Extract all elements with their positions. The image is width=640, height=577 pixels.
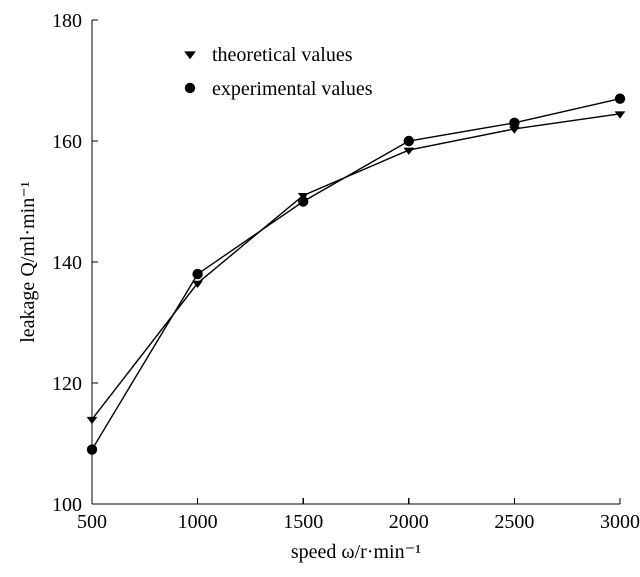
y-tick-label: 180	[52, 10, 82, 32]
legend-marker	[184, 51, 196, 59]
x-tick-label: 2500	[494, 511, 534, 533]
chart-svg: 50010001500200025003000speed ω/r·min⁻¹10…	[0, 0, 640, 577]
y-axis-label: leakage Q/ml·min⁻¹	[17, 181, 39, 343]
x-tick-label: 1000	[178, 511, 218, 533]
experimental-marker	[87, 444, 97, 454]
y-tick-label: 160	[52, 131, 82, 153]
theoretical-marker	[87, 417, 98, 424]
experimental-marker	[509, 118, 519, 128]
experimental-marker	[615, 93, 625, 103]
y-tick-label: 140	[52, 252, 82, 274]
x-axis-label: speed ω/r·min⁻¹	[291, 541, 421, 563]
leakage-vs-speed-chart: 50010001500200025003000speed ω/r·min⁻¹10…	[0, 0, 640, 577]
experimental-marker	[298, 196, 308, 206]
theoretical-line	[92, 114, 620, 420]
legend-label: theoretical values	[212, 44, 353, 66]
x-tick-label: 2000	[389, 511, 429, 533]
legend-label: experimental values	[212, 78, 373, 100]
experimental-marker	[404, 136, 414, 146]
x-tick-label: 3000	[600, 511, 640, 533]
experimental-marker	[192, 269, 202, 279]
y-tick-label: 100	[52, 494, 82, 516]
legend-marker	[185, 83, 195, 93]
experimental-line	[92, 99, 620, 450]
y-tick-label: 120	[52, 373, 82, 395]
x-tick-label: 1500	[283, 511, 323, 533]
